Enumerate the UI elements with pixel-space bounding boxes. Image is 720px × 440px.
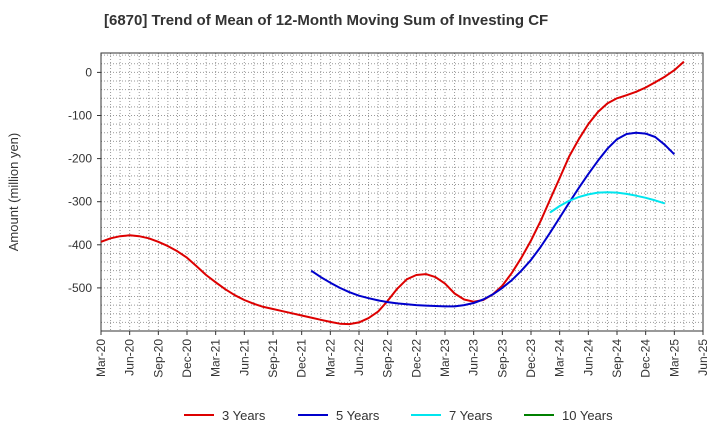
legend-swatch-10-years: [524, 414, 554, 416]
legend-item-10-years: 10 Years: [524, 405, 613, 425]
series-line-5-years: [310, 131, 676, 308]
x-tick-label: Jun-21: [237, 339, 251, 376]
x-tick-label: Mar-22: [323, 339, 337, 377]
x-tick-label: Dec-24: [639, 339, 653, 378]
x-tick-label: Dec-23: [524, 339, 538, 378]
y-axis-label: Amount (million yen): [6, 133, 21, 252]
y-tick-label: -100: [68, 108, 92, 122]
y-tick-label: -200: [68, 152, 92, 166]
x-tick-label: Jun-20: [123, 339, 137, 376]
x-tick-label: Mar-24: [553, 339, 567, 377]
legend-label-3-years: 3 Years: [222, 407, 266, 423]
x-tick-label: Sep-20: [151, 339, 165, 378]
plot-frame: [100, 52, 704, 332]
legend-swatch-3-years: [184, 414, 214, 416]
chart-title: [6870] Trend of Mean of 12-Month Moving …: [104, 12, 549, 29]
x-tick-label: Mar-25: [667, 339, 681, 377]
x-tick-label: Dec-20: [180, 339, 194, 378]
series-lines: [100, 60, 685, 326]
x-axis: Mar-20 Jun-20 Sep-20 Dec-20 Mar-21 Jun-21 Sep-…: [94, 331, 710, 378]
y-tick-label: -400: [68, 238, 92, 252]
legend: 3 Years 5 Years 7 Years 10 Years: [0, 405, 720, 425]
x-tick-label: Sep-23: [495, 339, 509, 378]
x-tick-label: Jun-24: [581, 339, 595, 376]
y-tick-label: 0: [85, 65, 92, 79]
legend-item-3-years: 3 Years: [184, 405, 265, 425]
x-tick-label: Mar-21: [209, 339, 223, 377]
x-tick-label: Dec-21: [295, 339, 309, 378]
x-tick-label: Sep-22: [381, 339, 395, 378]
x-tick-label: Jun-23: [467, 339, 481, 376]
legend-label-7-years: 7 Years: [449, 407, 493, 423]
legend-item-5-years: 5 Years: [298, 405, 379, 425]
x-tick-label: Sep-21: [266, 339, 280, 378]
y-tick-label: -300: [68, 195, 92, 209]
x-tick-label: Dec-22: [409, 339, 423, 378]
series-line-3-years: [100, 60, 685, 326]
x-tick-label: Jun-22: [352, 339, 366, 376]
y-tick-label: -500: [68, 281, 92, 295]
series-line-7-years: [549, 191, 666, 214]
y-axis: 0 -100 -200 -300 -400 -500: [68, 65, 101, 295]
legend-label-10-years: 10 Years: [562, 407, 613, 423]
x-tick-label: Sep-24: [610, 339, 624, 378]
x-tick-label: Jun-25: [696, 339, 710, 376]
legend-item-7-years: 7 Years: [411, 405, 492, 425]
legend-swatch-7-years: [411, 414, 441, 416]
legend-swatch-5-years: [298, 414, 328, 416]
x-tick-label: Mar-20: [94, 339, 108, 377]
x-tick-label: Mar-23: [438, 339, 452, 377]
legend-label-5-years: 5 Years: [336, 407, 380, 423]
